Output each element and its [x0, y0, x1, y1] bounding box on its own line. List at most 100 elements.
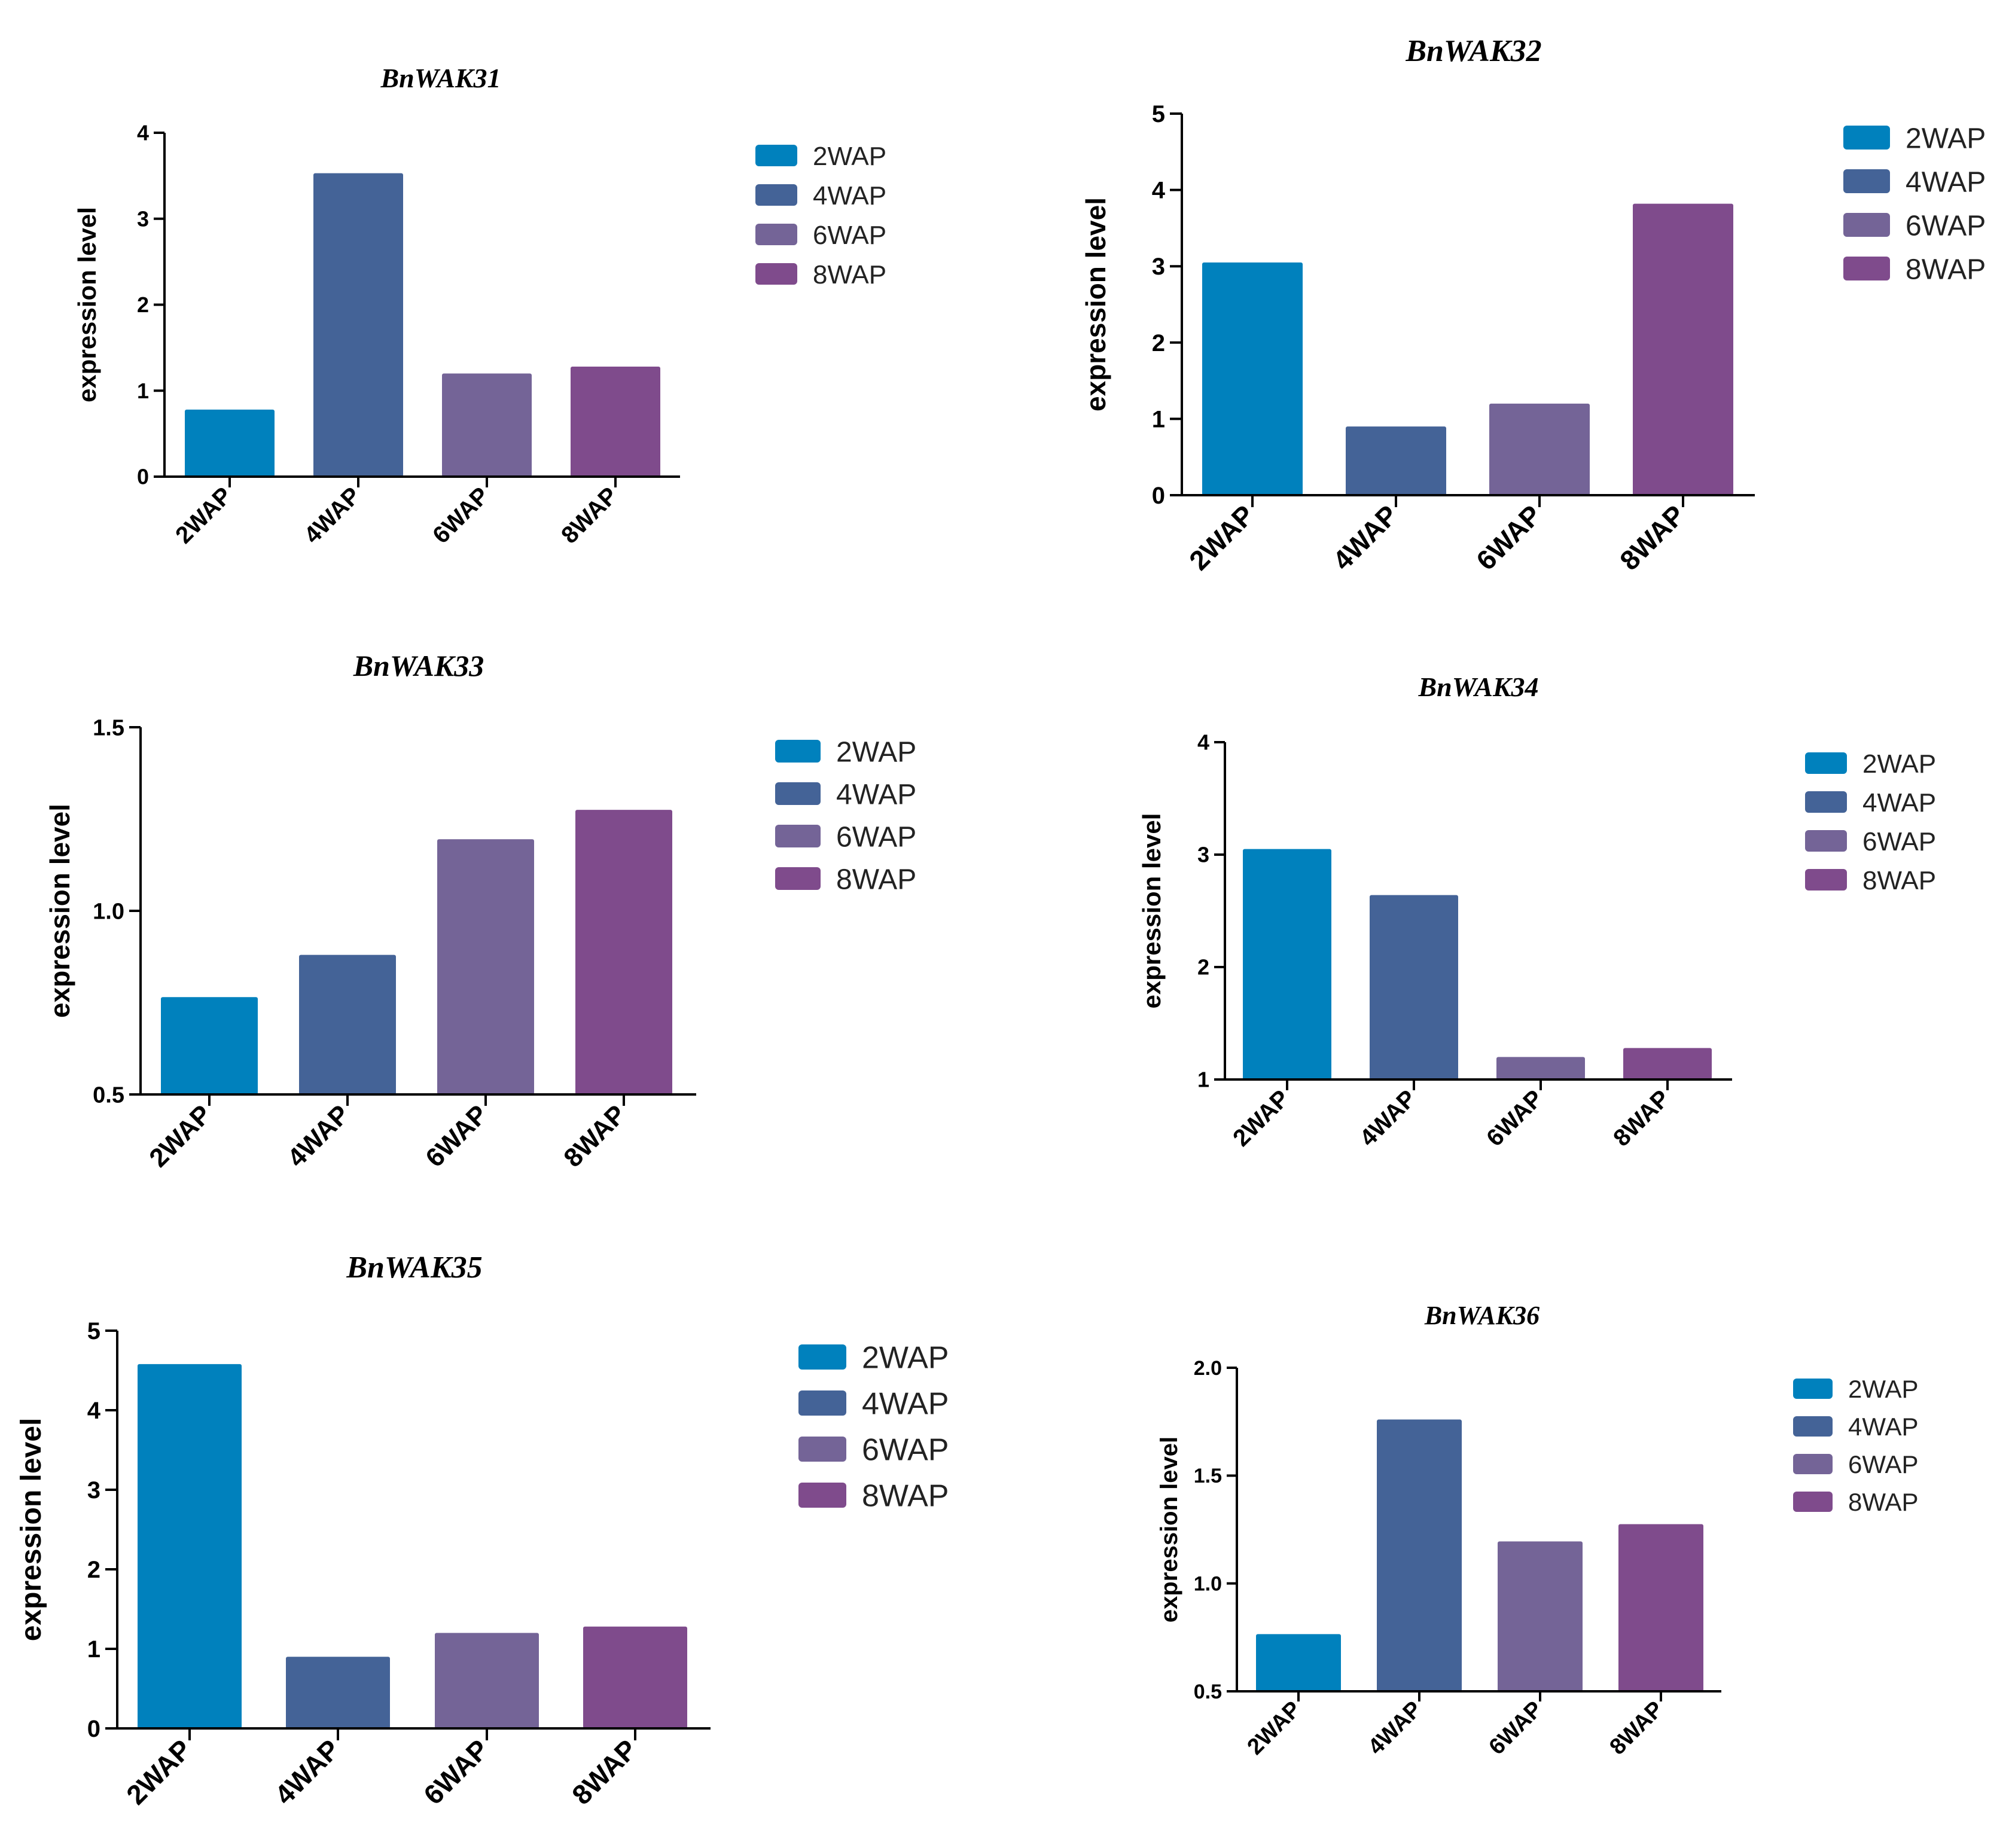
legend-label-6wap: 6WAP [1906, 210, 1986, 242]
legend-label-2wap: 2WAP [1848, 1375, 1918, 1403]
y-tick-label: 3 [1152, 254, 1165, 280]
bar-6wap [442, 373, 532, 477]
y-tick-label: 0.5 [1194, 1681, 1222, 1703]
x-tick-label: 8WAP [558, 1099, 632, 1173]
legend-label-8wap: 8WAP [813, 260, 886, 289]
legend-label-2wap: 2WAP [813, 142, 886, 171]
legend-swatch-8wap [1805, 869, 1847, 891]
y-tick-label: 5 [1152, 101, 1165, 127]
legend-swatch-2wap [1805, 752, 1847, 774]
legend: 2WAP 4WAP 6WAP 8WAP [1805, 749, 1936, 895]
legend-label-6wap: 6WAP [836, 821, 916, 853]
legend-label-4wap: 4WAP [1848, 1413, 1918, 1441]
y-axis-label: expression level [44, 804, 75, 1018]
y-tick-label: 1 [137, 379, 149, 403]
bar-8wap [571, 367, 660, 477]
y-tick-label: 0 [137, 465, 149, 489]
x-tick-label: 6WAP [428, 482, 494, 548]
bar-6wap [1498, 1541, 1583, 1691]
y-tick-label: 1 [1197, 1068, 1209, 1092]
y-axis-label: expression level [1156, 1437, 1182, 1623]
y-tick-label: 0 [87, 1716, 100, 1742]
bar-6wap [1489, 403, 1590, 495]
chart-panel-bnwak35: BnWAK35 0 1 2 3 4 5 expression level 2WAP 4WAP 6WA… [16, 1251, 949, 1810]
legend-swatch-6wap [1805, 830, 1847, 852]
x-tick-label: 8WAP [1614, 499, 1691, 576]
legend-swatch-6wap [1843, 213, 1890, 237]
legend-swatch-4wap [798, 1390, 846, 1416]
x-tick-label: 4WAP [269, 1733, 346, 1810]
x-tick-label: 2WAP [1228, 1085, 1294, 1151]
bar-2wap [161, 997, 258, 1094]
x-tick-label: 2WAP [1243, 1697, 1306, 1760]
x-tick-label: 8WAP [556, 482, 623, 548]
legend: 2WAP 4WAP 6WAP 8WAP [775, 736, 916, 895]
x-tick-label: 6WAP [1481, 1085, 1548, 1151]
bar-8wap [1623, 1048, 1712, 1079]
bar-4wap [1377, 1419, 1462, 1691]
legend-label-8wap: 8WAP [862, 1479, 949, 1514]
bar-4wap [1346, 426, 1446, 495]
bar-2wap [138, 1364, 242, 1728]
x-tick-label: 2WAP [120, 1733, 197, 1810]
chart-panel-bnwak34: BnWAK34 1 2 3 4 expression level 2WAP 4WAP 6WAP 8… [1138, 672, 1936, 1152]
x-tick-label: 6WAP [420, 1099, 493, 1173]
bar-4wap [313, 173, 403, 477]
bar-4wap [1370, 895, 1458, 1079]
legend-label-4wap: 4WAP [1906, 166, 1986, 198]
bar-8wap [1618, 1524, 1703, 1691]
x-tick-label: 4WAP [1355, 1085, 1421, 1151]
y-tick-label: 4 [87, 1398, 101, 1424]
bar-6wap [437, 839, 534, 1094]
x-tick-label: 4WAP [299, 482, 365, 548]
legend-label-2wap: 2WAP [1862, 749, 1936, 779]
chart-title: BnWAK32 [1405, 34, 1541, 68]
chart-panel-bnwak36: BnWAK36 0.5 1.0 1.5 2.0 expression level 2WAP 4… [1156, 1301, 1918, 1760]
y-tick-label: 1.5 [93, 715, 124, 740]
x-tick-label: 2WAP [1183, 499, 1260, 576]
legend-label-8wap: 8WAP [1862, 866, 1936, 895]
x-tick-label: 8WAP [1605, 1697, 1669, 1760]
legend: 2WAP 4WAP 6WAP 8WAP [1793, 1375, 1918, 1516]
bar-2wap [1202, 262, 1303, 495]
x-tick-label: 8WAP [566, 1733, 643, 1810]
legend: 2WAP 4WAP 6WAP 8WAP [798, 1341, 949, 1514]
legend-swatch-8wap [775, 867, 821, 890]
chart-title: BnWAK35 [346, 1251, 482, 1285]
bar-8wap [583, 1626, 687, 1728]
y-tick-label: 4 [137, 121, 149, 145]
legend-label-8wap: 8WAP [1848, 1488, 1918, 1516]
x-tick-label: 6WAP [1470, 499, 1547, 576]
chart-title: BnWAK31 [380, 63, 501, 93]
legend-label-6wap: 6WAP [1862, 827, 1936, 856]
y-tick-label: 2 [87, 1557, 100, 1583]
chart-title: BnWAK33 [353, 649, 484, 682]
chart-panel-bnwak32: BnWAK32 0 1 2 3 4 5 expression level 2WAP 4WAP 6WA… [1080, 34, 1986, 576]
y-tick-label: 1.0 [1194, 1573, 1222, 1596]
legend-label-4wap: 4WAP [862, 1387, 949, 1422]
bar-4wap [299, 955, 396, 1094]
bar-2wap [185, 409, 275, 477]
legend-label-4wap: 4WAP [813, 181, 886, 211]
y-tick-label: 1 [1152, 406, 1165, 432]
bar-6wap [435, 1633, 539, 1728]
legend-swatch-8wap [798, 1483, 846, 1508]
y-tick-label: 1 [87, 1636, 100, 1663]
y-tick-label: 1.0 [93, 899, 124, 924]
x-tick-label: 2WAP [170, 482, 237, 548]
y-tick-label: 2 [1152, 330, 1165, 356]
y-tick-label: 0 [1152, 483, 1165, 509]
x-tick-label: 4WAP [1364, 1697, 1427, 1760]
legend-label-4wap: 4WAP [1862, 788, 1936, 818]
x-tick-label: 4WAP [1327, 499, 1404, 576]
legend-label-2wap: 2WAP [1906, 123, 1986, 154]
x-tick-label: 6WAP [1484, 1697, 1548, 1760]
x-tick-label: 2WAP [144, 1099, 217, 1173]
bar-8wap [1633, 203, 1733, 495]
y-axis-label: expression level [73, 207, 101, 402]
y-tick-label: 3 [87, 1477, 100, 1504]
bar-4wap [286, 1657, 390, 1728]
legend-swatch-6wap [755, 224, 797, 245]
legend-swatch-2wap [775, 740, 821, 763]
